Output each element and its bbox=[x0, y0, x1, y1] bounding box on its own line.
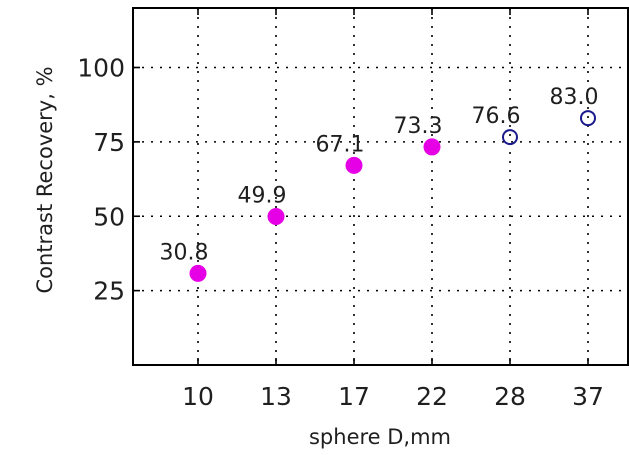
data-label: 73.3 bbox=[394, 114, 443, 139]
y-axis-label: Contrast Recovery, % bbox=[33, 66, 57, 293]
y-tick-label: 75 bbox=[93, 128, 125, 157]
data-label: 76.6 bbox=[472, 104, 521, 129]
x-tick-labels: 10 13 17 22 28 37 bbox=[182, 382, 604, 411]
data-label: 30.8 bbox=[160, 240, 209, 265]
data-label: 83.0 bbox=[550, 85, 599, 110]
x-tick-label: 10 bbox=[182, 382, 214, 411]
x-tick-label: 37 bbox=[572, 382, 604, 411]
x-tick-label: 22 bbox=[416, 382, 448, 411]
x-tick-label: 28 bbox=[494, 382, 526, 411]
grid-lines bbox=[133, 8, 628, 365]
data-label: 49.9 bbox=[238, 184, 287, 209]
plot-area-frame bbox=[132, 7, 629, 366]
data-point-filled bbox=[189, 264, 207, 282]
y-tick-labels: 25 50 75 100 bbox=[77, 54, 125, 306]
x-tick-label: 17 bbox=[338, 382, 370, 411]
tick-marks bbox=[133, 8, 589, 365]
y-tick-label: 25 bbox=[93, 277, 125, 306]
x-tick-label: 13 bbox=[260, 382, 292, 411]
data-point-filled bbox=[345, 156, 363, 174]
data-point-filled bbox=[267, 208, 285, 226]
data-point-filled bbox=[423, 138, 441, 156]
data-labels: 30.8 49.9 67.1 73.3 76.6 83.0 bbox=[160, 85, 599, 265]
data-label: 67.1 bbox=[316, 132, 365, 157]
data-points bbox=[189, 110, 596, 282]
data-point-open bbox=[502, 129, 518, 146]
x-axis-label: sphere D,mm bbox=[309, 425, 451, 449]
data-point-open bbox=[580, 110, 596, 127]
y-tick-label: 100 bbox=[77, 54, 125, 83]
y-tick-label: 50 bbox=[93, 202, 125, 231]
